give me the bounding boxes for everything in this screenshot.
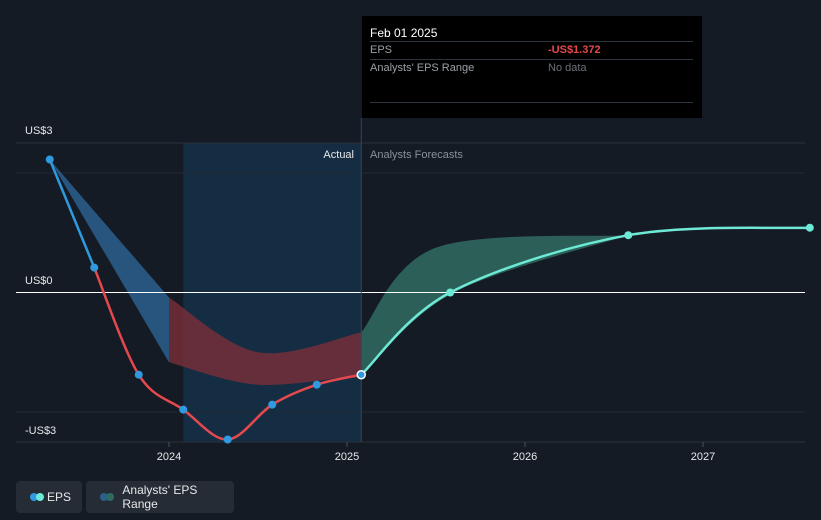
forecast-range-band bbox=[361, 235, 629, 375]
x-tick-label: 2025 bbox=[335, 451, 359, 463]
x-tick-label: 2027 bbox=[691, 451, 715, 463]
eps-forecast-point[interactable] bbox=[446, 288, 455, 297]
history-band-positive bbox=[49, 159, 169, 363]
x-tick-label: 2024 bbox=[157, 451, 181, 463]
eps-point[interactable] bbox=[45, 155, 54, 164]
eps-line-positive bbox=[48, 158, 96, 269]
tooltip-date: Feb 01 2025 bbox=[370, 26, 438, 40]
eps-forecast-line bbox=[360, 226, 810, 376]
eps-forecast-point[interactable] bbox=[805, 223, 814, 232]
eps-legend-icon bbox=[30, 493, 44, 501]
legend-eps-label: EPS bbox=[46, 490, 71, 504]
eps-point[interactable] bbox=[223, 435, 232, 444]
eps-point[interactable] bbox=[134, 370, 143, 379]
eps-point[interactable] bbox=[179, 405, 188, 414]
y-tick-zero: US$0 bbox=[25, 275, 53, 287]
range-legend-icon bbox=[100, 493, 114, 501]
tooltip-range-row: Analysts' EPS Range No data bbox=[370, 59, 693, 77]
legend-eps-button[interactable]: EPS bbox=[16, 481, 82, 513]
y-tick-top: US$3 bbox=[25, 125, 53, 137]
eps-chart: US$3 US$0 -US$3 Actual Analysts Forecast… bbox=[16, 118, 814, 463]
tooltip-divider bbox=[370, 102, 693, 103]
eps-point[interactable] bbox=[268, 400, 277, 409]
eps-point[interactable] bbox=[312, 380, 321, 389]
tooltip-eps-value: -US$1.372 bbox=[548, 44, 601, 56]
label-analysts-forecasts: Analysts Forecasts bbox=[370, 149, 463, 161]
eps-point[interactable] bbox=[90, 263, 99, 272]
eps-point-selected[interactable] bbox=[356, 369, 366, 380]
tooltip-range-label: Analysts' EPS Range bbox=[370, 62, 475, 74]
label-actual: Actual bbox=[323, 149, 354, 161]
history-band-negative bbox=[169, 297, 362, 385]
tooltip-eps-row: EPS -US$1.372 bbox=[370, 41, 693, 59]
eps-forecast-point[interactable] bbox=[624, 231, 633, 240]
tooltip-range-value: No data bbox=[548, 62, 587, 74]
y-tick-bottom: -US$3 bbox=[25, 425, 56, 437]
x-tick-label: 2026 bbox=[513, 451, 537, 463]
legend-range-label: Analysts' EPS Range bbox=[122, 483, 198, 511]
tooltip-eps-label: EPS bbox=[370, 44, 393, 56]
hover-tooltip: Feb 01 2025 EPS -US$1.372 Analysts' EPS … bbox=[362, 16, 702, 118]
legend-range-button[interactable]: Analysts' EPS Range bbox=[86, 481, 234, 513]
